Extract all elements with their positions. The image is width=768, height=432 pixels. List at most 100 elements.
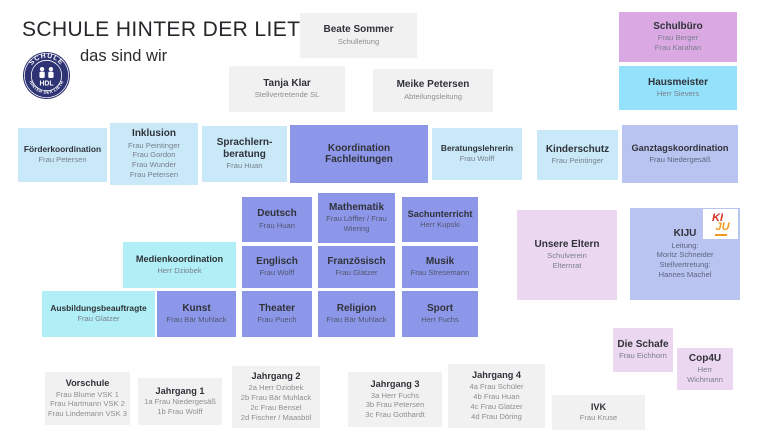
- box-line: Herr Dziobek: [157, 265, 202, 275]
- box-line: Frau Bär Muhlack: [166, 315, 227, 325]
- box-title: Schulbüro: [653, 20, 703, 32]
- box-line: 4b Frau Huan: [473, 391, 520, 401]
- box-lines: Frau Bär Muhlack: [167, 315, 227, 325]
- box-jahrgang-4: Jahrgang 4 4a Frau Schüler 4b Frau Huan 4c…: [448, 364, 545, 428]
- box-lines: Leitung: Moritz Schneider Stellvertretung:…: [657, 241, 714, 280]
- box-line: Frau Löffler / Frau Wiering: [326, 214, 387, 234]
- box-line: Herr Fuchs: [421, 315, 459, 325]
- box-lines: Frau Stresemann: [411, 268, 470, 278]
- box-title: Ganztagskoordination: [631, 143, 729, 154]
- box-jahrgang-1: Jahrgang 1 1a Frau Niedergesäß 1b Frau Wo…: [138, 378, 222, 425]
- box-title: Förderkoordination: [23, 143, 102, 154]
- box-lines: Frau Huan: [227, 161, 263, 171]
- box-lines: Frau Wolff: [460, 154, 495, 164]
- box-title: Sport: [426, 302, 454, 314]
- kiju-logo-icon: KI JU: [703, 209, 738, 239]
- box-lines: Herr Fuchs: [421, 315, 459, 325]
- page-subtitle: das sind wir: [80, 47, 168, 65]
- box-title: Inklusion: [132, 128, 176, 140]
- box-title: Medienkoordination: [135, 254, 224, 265]
- box-jahrgang-2: Jahrgang 2 2a Herr Dziobek 2b Frau Bär Mu…: [232, 366, 320, 428]
- box-line: Frau Karahan: [654, 43, 702, 53]
- box-line: Frau Lindemann VSK 3: [48, 409, 127, 419]
- box-line: Frau Blume VSK 1: [56, 389, 119, 399]
- box-sport: Sport Herr Fuchs: [402, 291, 478, 337]
- box-line: Stellvertretung:: [659, 260, 711, 270]
- box-ivk: IVK Frau Kruse: [552, 395, 645, 430]
- box-title: Die Schafe: [617, 338, 669, 350]
- box-line: 3c Frau Gotthardt: [365, 410, 425, 420]
- box-stellvertretende-sl: Tanja Klar Stellvertretende SL: [229, 66, 345, 112]
- box-die-schafe: Die Schafe Frau Eichhorn: [613, 328, 673, 372]
- box-lines: Schulverein Elternrat: [547, 251, 587, 271]
- box-abteilungsleitung: Meike Petersen Abteilungsleitung: [373, 69, 493, 112]
- box-franzoesisch: Französisch Frau Glatzer: [318, 246, 395, 288]
- box-cop4u: Cop4U Herr Wichmann: [677, 348, 733, 390]
- kiju-logo-top: KI: [712, 211, 723, 224]
- box-englisch: Englisch Frau Wolff: [242, 246, 312, 288]
- box-title: Französisch: [327, 255, 386, 267]
- box-lines: Frau Blume VSK 1 Frau Hartmann VSK 2 Frau …: [48, 390, 127, 420]
- box-line: 3b Frau Petersen: [365, 400, 425, 410]
- box-line: 2c Frau Bensel: [250, 402, 302, 412]
- box-line: Frau Niedergesäß: [649, 154, 711, 164]
- page-title: SCHULE HINTER DER LIETH: [22, 18, 316, 41]
- box-line: Frau Bär Muhlack: [326, 315, 387, 325]
- box-medienkoordination: Medienkoordination Herr Dziobek: [123, 242, 236, 288]
- box-inklusion: Inklusion Frau Peintinger Frau Gordon Frau…: [110, 123, 198, 185]
- box-lines: Frau Huan: [259, 221, 295, 231]
- box-line: Herr Kupski: [420, 220, 460, 230]
- box-vorschule: Vorschule Frau Blume VSK 1 Frau Hartmann …: [45, 372, 130, 425]
- box-theater: Theater Frau Puech: [242, 291, 312, 337]
- box-title: Cop4U: [688, 352, 722, 364]
- box-ausbildungsbeauftragte: Ausbildungsbeauftragte Frau Glatzer: [42, 291, 155, 337]
- logo-figures: [39, 66, 54, 78]
- box-title: Koordination Fachleitungen: [325, 142, 393, 166]
- box-title: Jahrgang 3: [370, 378, 420, 389]
- box-lines: Frau Löffler / Frau Wiering: [320, 214, 393, 234]
- box-sprachlernberatung: Sprachlern-beratung Frau Huan: [202, 126, 287, 182]
- box-lines: Frau Wolff: [260, 268, 295, 278]
- box-line: Hannes Machel: [658, 270, 712, 280]
- box-schulleitung: Beate Sommer Schulleitung: [300, 13, 417, 58]
- box-sachunterricht: Sachunterricht Herr Kupski: [402, 197, 478, 242]
- box-line: Frau Berger: [657, 33, 699, 43]
- box-ganztagskoordination: Ganztagskoordination Frau Niedergesäß: [622, 125, 738, 183]
- box-line: Frau Peintinger: [128, 140, 180, 150]
- box-lines: 2a Herr Dziobek 2b Frau Bär Muhlack 2c Fra…: [241, 383, 311, 422]
- box-line: Wichmann: [687, 375, 723, 385]
- box-lines: Frau Puech: [257, 315, 296, 325]
- box-title: Theater: [258, 302, 296, 314]
- box-line: Abteilungsleitung: [404, 91, 462, 101]
- box-line: Herr Sievers: [656, 89, 700, 99]
- box-line: Frau Petersen: [38, 155, 87, 165]
- box-lines: Frau Peintinger: [552, 156, 604, 166]
- box-title: Beratungslehrerin: [440, 142, 514, 153]
- box-title: Mathematik: [328, 201, 384, 213]
- box-title: Kinderschutz: [545, 143, 610, 155]
- box-title: Jahrgang 1: [155, 385, 205, 396]
- box-unsere-eltern: Unsere Eltern Schulverein Elternrat: [517, 210, 617, 300]
- box-foerderkoordination: Förderkoordination Frau Petersen: [18, 128, 107, 182]
- box-line: Frau Glatzer: [335, 268, 378, 278]
- box-line: Frau Hartmann VSK 2: [50, 399, 125, 409]
- box-title: IVK: [590, 401, 607, 412]
- school-logo-icon: SCHULE HINTER DER LIETH HDL: [22, 51, 71, 100]
- kiju-logo-bar: [714, 233, 727, 236]
- box-line: Frau Glatzer: [77, 314, 120, 324]
- box-line: 2a Herr Dziobek: [248, 383, 304, 393]
- box-line: Frau Huan: [226, 161, 263, 171]
- box-line: Frau Wolff: [259, 268, 295, 278]
- box-jahrgang-3: Jahrgang 3 3a Herr Fuchs 3b Frau Petersen…: [348, 372, 442, 427]
- box-line: Leitung:: [671, 240, 699, 250]
- box-kinderschutz: Kinderschutz Frau Peintinger: [537, 130, 618, 180]
- box-kiju: KI JU KIJU Leitung: Moritz Schneider Stell…: [630, 208, 740, 300]
- box-musik: Musik Frau Stresemann: [402, 246, 478, 288]
- box-title: Deutsch: [257, 208, 297, 220]
- box-line: Frau Huan: [259, 220, 295, 230]
- box-line: Frau Stresemann: [410, 268, 470, 278]
- box-lines: Schulleitung: [338, 37, 379, 47]
- box-lines: Stellvertretende SL: [255, 90, 320, 100]
- box-title: Englisch: [256, 255, 298, 267]
- box-deutsch: Deutsch Frau Huan: [242, 197, 312, 242]
